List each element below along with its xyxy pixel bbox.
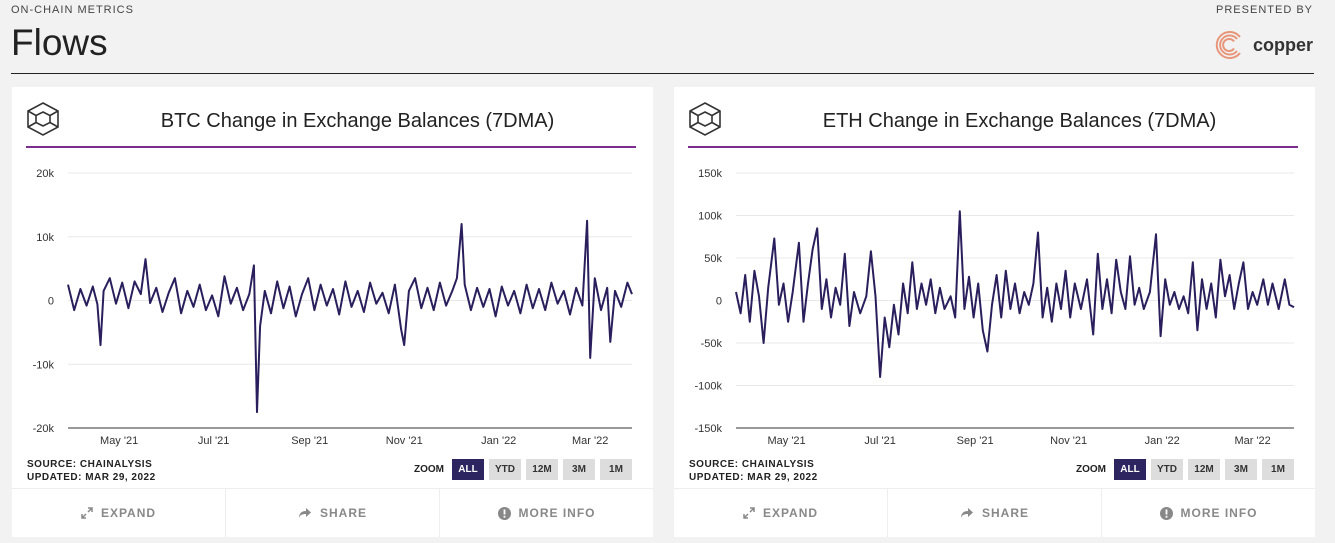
line-chart: 20k 10k 0 -10k -20k May '21 Jul '21 Sep '21 Nov … [33, 168, 633, 447]
card-actions: EXPAND SHARE MORE INFO [12, 488, 653, 537]
zoom-ytd-button[interactable]: YTD [489, 459, 521, 480]
line-chart: 150k 100k 50k 0 -50k -100k -150k May '21 Jul '21… [694, 168, 1295, 447]
more-info-button[interactable]: MORE INFO [440, 489, 653, 537]
presented-by-label: PRESENTED BY [1216, 4, 1313, 16]
zoom-all-button[interactable]: ALL [452, 459, 484, 480]
more-info-button[interactable]: MORE INFO [1102, 489, 1315, 537]
y-tick-label: 0 [48, 296, 54, 308]
expand-button[interactable]: EXPAND [12, 489, 226, 537]
page-title: Flows [11, 22, 108, 63]
chart-title: ETH Change in Exchange Balances (7DMA) [822, 110, 1217, 132]
info-icon [1159, 506, 1173, 520]
zoom-label: ZOOM [414, 464, 444, 475]
zoom-label: ZOOM [1076, 464, 1106, 475]
x-tick-label: Nov '21 [1050, 435, 1087, 447]
chart-title: BTC Change in Exchange Balances (7DMA) [160, 110, 555, 132]
x-tick-label: May '21 [100, 435, 138, 447]
share-label: SHARE [319, 506, 367, 520]
share-icon [960, 508, 973, 518]
y-tick-label: 20k [36, 168, 54, 180]
updated-label: UPDATED: MAR 29, 2022 [689, 472, 818, 483]
zoom-3m-button[interactable]: 3M [563, 459, 595, 480]
expand-button[interactable]: EXPAND [674, 489, 888, 537]
zoom-12m-button[interactable]: 12M [526, 459, 558, 480]
zoom-1m-button[interactable]: 1M [600, 459, 632, 480]
zoom-controls: ZOOM ALL YTD 12M 3M 1M [414, 459, 632, 480]
share-button[interactable]: SHARE [888, 489, 1102, 537]
source-info: SOURCE: CHAINALYSIS UPDATED: MAR 29, 202… [689, 458, 818, 484]
title-underline [26, 146, 636, 148]
x-tick-label: Sep '21 [957, 435, 994, 447]
sponsor-logo[interactable]: copper [1213, 28, 1313, 62]
zoom-12m-button[interactable]: 12M [1188, 459, 1220, 480]
x-tick-label: Sep '21 [291, 435, 328, 447]
x-tick-label: Mar '22 [1234, 435, 1270, 447]
eth-chart-card: ETH Change in Exchange Balances (7DMA) 1… [674, 87, 1315, 537]
sponsor-name: copper [1252, 34, 1313, 55]
y-tick-label: -150k [694, 423, 722, 435]
title-underline [688, 146, 1298, 148]
share-icon [298, 508, 311, 518]
zoom-all-button[interactable]: ALL [1114, 459, 1146, 480]
expand-icon [743, 507, 755, 519]
copper-logo-icon [1215, 31, 1241, 59]
expand-label: EXPAND [762, 506, 819, 520]
zoom-ytd-button[interactable]: YTD [1151, 459, 1183, 480]
x-tick-label: Jul '21 [864, 435, 895, 447]
source-info: SOURCE: CHAINALYSIS UPDATED: MAR 29, 202… [27, 458, 156, 484]
zoom-controls: ZOOM ALL YTD 12M 3M 1M [1076, 459, 1294, 480]
more-info-label: MORE INFO [1180, 506, 1258, 520]
x-tick-label: Jul '21 [198, 435, 229, 447]
the-block-logo-icon [27, 102, 59, 136]
x-tick-label: Nov '21 [386, 435, 423, 447]
y-tick-label: 150k [698, 168, 722, 180]
y-tick-label: -20k [33, 423, 55, 435]
share-label: SHARE [981, 506, 1029, 520]
updated-label: UPDATED: MAR 29, 2022 [27, 472, 156, 483]
series-line [735, 210, 1295, 378]
x-tick-label: May '21 [767, 435, 805, 447]
y-tick-label: -10k [33, 359, 55, 371]
btc-chart-card: BTC Change in Exchange Balances (7DMA) 2… [12, 87, 653, 537]
y-tick-label: -50k [701, 338, 723, 350]
y-tick-label: -100k [694, 381, 722, 393]
zoom-1m-button[interactable]: 1M [1262, 459, 1294, 480]
x-tick-label: Jan '22 [481, 435, 516, 447]
y-tick-label: 0 [716, 296, 722, 308]
x-tick-label: Mar '22 [572, 435, 608, 447]
source-label: SOURCE: CHAINALYSIS [27, 459, 153, 470]
source-label: SOURCE: CHAINALYSIS [689, 459, 815, 470]
expand-icon [81, 507, 93, 519]
the-block-logo-icon [689, 102, 721, 136]
section-kicker: ON-CHAIN METRICS [11, 4, 134, 16]
x-tick-label: Jan '22 [1145, 435, 1180, 447]
info-icon [497, 506, 511, 520]
card-actions: EXPAND SHARE MORE INFO [674, 488, 1315, 537]
series-line [67, 219, 633, 414]
more-info-label: MORE INFO [518, 506, 596, 520]
header-divider [11, 73, 1314, 74]
y-tick-label: 10k [36, 232, 54, 244]
expand-label: EXPAND [100, 506, 157, 520]
y-tick-label: 100k [698, 211, 722, 223]
zoom-3m-button[interactable]: 3M [1225, 459, 1257, 480]
share-button[interactable]: SHARE [226, 489, 440, 537]
y-tick-label: 50k [704, 253, 722, 265]
